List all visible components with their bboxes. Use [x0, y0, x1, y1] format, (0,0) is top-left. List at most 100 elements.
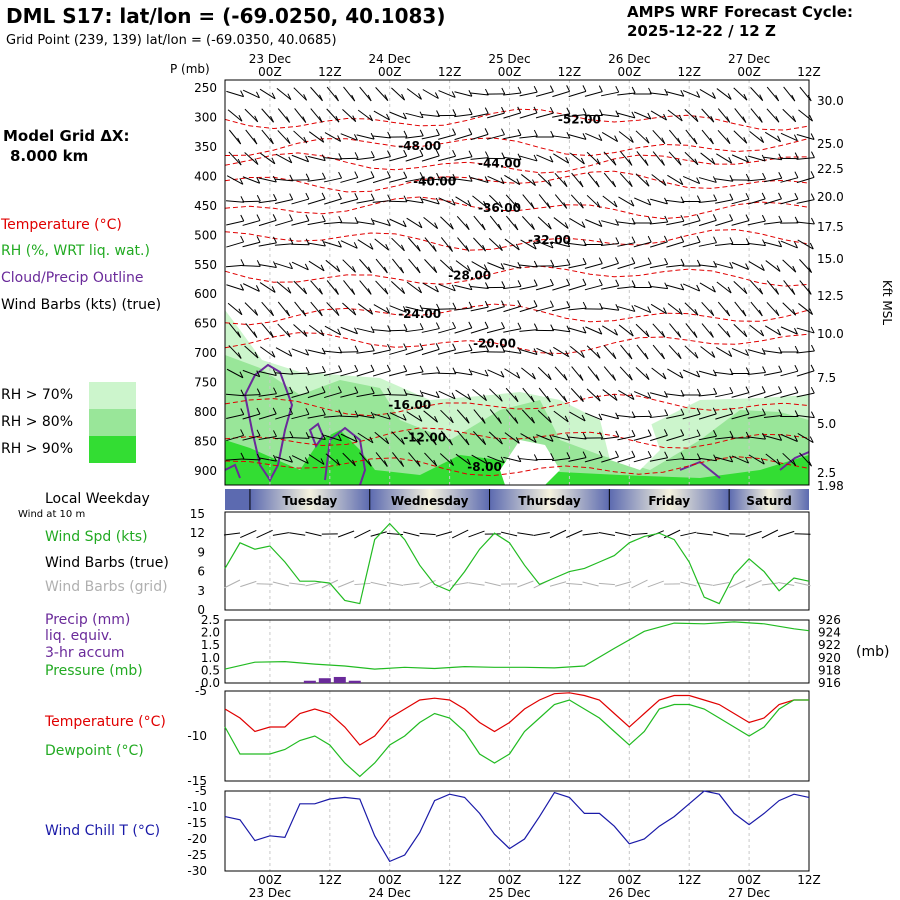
wind-barb	[440, 216, 454, 230]
wind-barb	[521, 409, 535, 424]
wind-barb	[650, 303, 667, 315]
temperature-tick: -5	[195, 684, 207, 698]
wind-barb	[553, 217, 569, 229]
wind-barb	[698, 194, 718, 203]
wind-barb-true	[354, 529, 371, 539]
wind-barb	[666, 235, 685, 248]
model-grid-value: 8.000 km	[10, 147, 89, 165]
temperature-contour	[224, 152, 810, 174]
wind-barb	[780, 132, 798, 142]
wind-barb	[635, 173, 650, 187]
wind-barb-true	[517, 532, 534, 536]
temperature-contour	[224, 170, 810, 193]
cloud-legend: Cloud/Precip Outline	[1, 270, 144, 286]
wind-barb	[470, 282, 489, 289]
wind-barb	[225, 196, 245, 203]
wind-barb	[552, 107, 571, 118]
wind-barb	[504, 238, 520, 251]
wind-barb	[389, 365, 408, 377]
wind-barb	[258, 214, 277, 227]
time-tick-label-bottom: 00Z	[618, 873, 642, 887]
wind-barb	[666, 214, 685, 226]
wind-barb	[554, 366, 568, 381]
wind-barb	[633, 450, 652, 463]
wind-barb	[748, 454, 765, 465]
wind-barb-true	[468, 530, 485, 538]
wind-barb	[242, 236, 261, 248]
wind-barb	[471, 454, 488, 465]
date-label-bottom: 24 Dec	[369, 886, 411, 900]
wind-barb	[782, 302, 797, 316]
wind-barb	[601, 325, 619, 336]
wind-barb	[618, 131, 634, 143]
wind-barb	[585, 132, 603, 142]
time-tick-label-bottom: 00Z	[378, 873, 402, 887]
wind-barb	[258, 454, 277, 462]
wind-barb	[258, 369, 277, 376]
date-label-top: 24 Dec	[369, 52, 411, 66]
temperature-frame	[224, 690, 810, 782]
wind-barb	[242, 369, 261, 378]
wind-barb	[617, 111, 636, 119]
wind-barb	[440, 430, 453, 446]
wind-barb	[308, 454, 325, 465]
wind-barb	[471, 261, 488, 271]
wind-barb	[666, 389, 685, 397]
date-label-top: 25 Dec	[488, 52, 530, 66]
pressure-legend: Pressure (mb)	[45, 663, 143, 679]
wind-barb	[682, 259, 701, 267]
wind-speed-legend: Wind Spd (kts)	[45, 529, 148, 545]
wind-barb	[389, 149, 408, 162]
wind-barb	[535, 85, 554, 97]
wind-barb	[584, 302, 604, 310]
time-tick-label-top: 12Z	[558, 65, 582, 79]
wind-barb	[356, 193, 375, 204]
temperature-contour	[224, 427, 810, 449]
wind-barb	[633, 235, 652, 248]
wind-barb	[357, 303, 374, 315]
wind-barb	[324, 434, 342, 442]
wind-barb	[584, 431, 604, 439]
wind-barb	[635, 366, 650, 381]
wind-barb	[701, 323, 714, 338]
wind-barb	[323, 215, 343, 225]
wind-barb-grid	[289, 582, 306, 586]
rh70-legend: RH > 70%	[1, 387, 74, 403]
wind-barb	[698, 387, 718, 397]
pressure-tick-label: 900	[194, 464, 217, 478]
wind-barb-grid	[272, 581, 290, 587]
height-tick-label: 22.5	[817, 162, 844, 176]
wind-barb	[225, 452, 245, 461]
pressure-tick-label: 400	[194, 169, 217, 183]
wind-barb	[389, 305, 407, 313]
wind-barb	[323, 365, 343, 376]
wind-barb	[242, 214, 261, 226]
wind-barb	[440, 409, 454, 424]
wind-barb	[293, 324, 308, 337]
pressure-tick: 920	[818, 651, 841, 665]
wind-barb	[261, 301, 274, 317]
wind-barb	[294, 301, 307, 317]
wind-barb	[685, 129, 698, 145]
wind-barb	[487, 262, 505, 270]
wind-barb	[242, 260, 261, 267]
wind-barb	[731, 367, 750, 375]
wind-barb	[293, 87, 308, 101]
wind-barb	[488, 238, 503, 251]
wind-barb	[634, 304, 652, 314]
wind-barb	[570, 194, 584, 209]
wind-barb	[454, 344, 473, 355]
wind-barb	[375, 87, 389, 101]
wind-barb	[276, 281, 292, 294]
wind-barb	[357, 239, 374, 250]
pressure-tick-label: 500	[194, 228, 217, 242]
wind-barb-true	[761, 529, 779, 539]
temperature-contour-label: -8.00	[467, 460, 502, 474]
wind-barb	[635, 130, 650, 144]
wind-barb	[323, 409, 343, 418]
date-label-top: 23 Dec	[249, 52, 291, 66]
wind-barb	[602, 195, 618, 208]
wind-barb	[618, 324, 634, 337]
wind-barb	[715, 386, 734, 398]
wind-barb	[372, 364, 391, 377]
